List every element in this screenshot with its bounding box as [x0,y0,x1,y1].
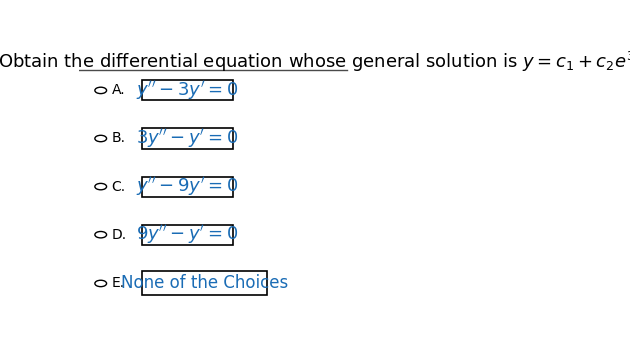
Text: B.: B. [112,132,125,145]
FancyBboxPatch shape [142,128,232,149]
FancyBboxPatch shape [142,271,266,296]
Text: D.: D. [112,228,127,242]
Text: C.: C. [112,180,125,194]
Text: $y'' - 3y' = 0$: $y'' - 3y' = 0$ [136,79,239,102]
Text: Obtain the differential equation whose general solution is $y = c_1 + c_2e^{3x}$: Obtain the differential equation whose g… [0,50,630,74]
FancyBboxPatch shape [142,225,232,245]
Text: A.: A. [112,83,125,98]
Text: $y'' - 9y' = 0$: $y'' - 9y' = 0$ [136,175,239,198]
Text: $9y'' - y' = 0$: $9y'' - y' = 0$ [136,223,238,246]
Text: None of the Choices: None of the Choices [121,274,288,293]
FancyBboxPatch shape [142,177,232,197]
FancyBboxPatch shape [142,81,232,100]
Text: $3y'' - y' = 0$: $3y'' - y' = 0$ [136,127,238,150]
Text: E.: E. [112,277,125,290]
